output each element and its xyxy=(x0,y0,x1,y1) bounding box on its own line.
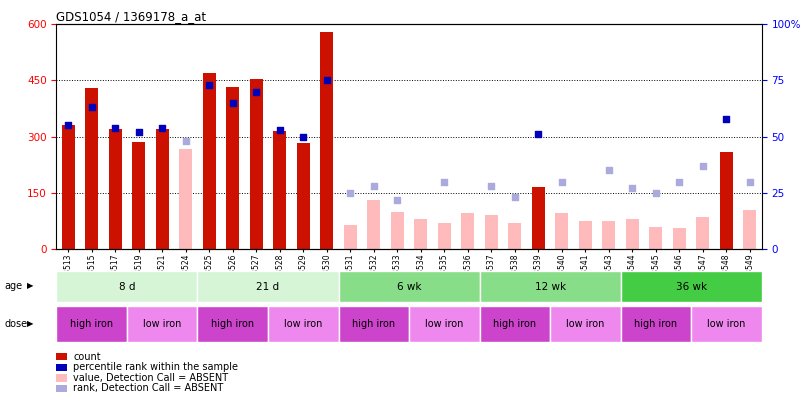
Text: high iron: high iron xyxy=(211,319,255,329)
Text: count: count xyxy=(73,352,101,362)
Bar xyxy=(650,226,663,249)
Point xyxy=(391,196,404,203)
Text: 21 d: 21 d xyxy=(256,281,280,292)
Text: high iron: high iron xyxy=(634,319,678,329)
Point xyxy=(109,124,122,131)
Bar xyxy=(696,217,709,249)
Text: rank, Detection Call = ABSENT: rank, Detection Call = ABSENT xyxy=(73,384,223,393)
Bar xyxy=(127,306,197,342)
Text: value, Detection Call = ABSENT: value, Detection Call = ABSENT xyxy=(73,373,228,383)
Bar xyxy=(579,221,592,249)
Bar xyxy=(273,131,286,249)
Point xyxy=(85,104,98,111)
Bar xyxy=(461,213,474,249)
Bar xyxy=(414,219,427,249)
Bar xyxy=(197,306,268,342)
Bar xyxy=(743,210,756,249)
Bar xyxy=(485,215,498,249)
Text: GDS1054 / 1369178_a_at: GDS1054 / 1369178_a_at xyxy=(56,10,206,23)
Point xyxy=(156,124,168,131)
Point xyxy=(297,133,310,140)
Bar xyxy=(179,149,192,249)
Bar xyxy=(156,129,168,249)
Bar xyxy=(203,73,216,249)
Point xyxy=(602,167,615,174)
Text: dose: dose xyxy=(4,319,27,329)
Bar xyxy=(85,88,98,249)
Point xyxy=(226,100,239,106)
Bar xyxy=(132,142,145,249)
Text: ▶: ▶ xyxy=(27,320,33,328)
Point xyxy=(509,194,521,200)
Point xyxy=(438,178,451,185)
Bar xyxy=(555,213,568,249)
Bar xyxy=(226,87,239,249)
Text: 12 wk: 12 wk xyxy=(534,281,566,292)
Bar xyxy=(368,200,380,249)
Point xyxy=(555,178,568,185)
Bar xyxy=(621,306,692,342)
Point xyxy=(696,163,709,169)
Text: 6 wk: 6 wk xyxy=(397,281,422,292)
Point xyxy=(673,178,686,185)
Point xyxy=(368,183,380,190)
Bar xyxy=(56,271,197,302)
Bar xyxy=(56,306,127,342)
Bar xyxy=(438,223,451,249)
Point xyxy=(179,138,192,145)
Text: low iron: low iron xyxy=(425,319,463,329)
Text: age: age xyxy=(4,281,22,290)
Bar xyxy=(692,306,762,342)
Point xyxy=(203,82,216,88)
Bar xyxy=(339,271,480,302)
Text: low iron: low iron xyxy=(707,319,746,329)
Text: 36 wk: 36 wk xyxy=(675,281,707,292)
Bar xyxy=(550,306,621,342)
Bar xyxy=(297,143,310,249)
Point xyxy=(320,77,333,84)
Bar xyxy=(250,79,263,249)
Bar xyxy=(621,271,762,302)
Bar xyxy=(197,271,339,302)
Text: low iron: low iron xyxy=(284,319,322,329)
Bar xyxy=(532,187,545,249)
Bar xyxy=(339,306,409,342)
Point xyxy=(250,88,263,95)
Text: high iron: high iron xyxy=(493,319,537,329)
Bar xyxy=(109,129,122,249)
Bar xyxy=(480,306,550,342)
Bar xyxy=(480,271,621,302)
Text: percentile rank within the sample: percentile rank within the sample xyxy=(73,362,239,372)
Text: high iron: high iron xyxy=(70,319,114,329)
Bar xyxy=(720,151,733,249)
Bar xyxy=(509,223,521,249)
Text: ▶: ▶ xyxy=(27,281,33,290)
Bar xyxy=(602,221,615,249)
Point xyxy=(743,178,756,185)
Text: high iron: high iron xyxy=(352,319,396,329)
Text: low iron: low iron xyxy=(566,319,604,329)
Bar xyxy=(268,306,339,342)
Bar xyxy=(409,306,480,342)
Point xyxy=(626,185,639,192)
Point xyxy=(344,190,357,196)
Point xyxy=(273,127,286,133)
Bar xyxy=(391,211,404,249)
Text: 8 d: 8 d xyxy=(118,281,135,292)
Point xyxy=(485,183,498,190)
Text: low iron: low iron xyxy=(143,319,181,329)
Point xyxy=(532,131,545,138)
Point xyxy=(132,129,145,135)
Bar xyxy=(62,126,75,249)
Bar xyxy=(626,219,639,249)
Point xyxy=(650,190,663,196)
Bar xyxy=(673,228,686,249)
Bar xyxy=(320,32,333,249)
Point xyxy=(720,115,733,122)
Point xyxy=(62,122,75,129)
Bar xyxy=(344,225,357,249)
